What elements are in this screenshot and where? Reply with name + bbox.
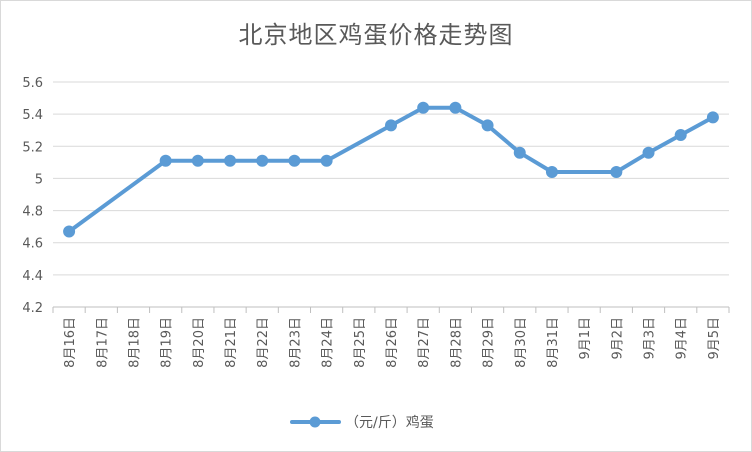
data-point	[545, 166, 558, 178]
y-tick-label: 4.2	[22, 301, 43, 316]
x-tick-label: 8月17日	[95, 317, 110, 368]
data-point	[610, 166, 623, 178]
x-tick-label: 8月21日	[224, 317, 239, 368]
x-tick-label: 9月4日	[675, 317, 690, 360]
data-point	[706, 111, 719, 124]
x-tick-label: 8月19日	[160, 317, 175, 368]
data-point	[224, 154, 237, 167]
y-tick-label: 5.4	[22, 108, 43, 123]
data-point	[63, 225, 76, 238]
data-point	[385, 119, 397, 132]
y-tick-label: 5.2	[22, 140, 43, 155]
legend-marker	[309, 416, 321, 428]
data-point	[417, 101, 430, 114]
y-tick-label: 4.8	[22, 205, 43, 220]
x-tick-label: 8月30日	[514, 317, 529, 368]
x-tick-label: 9月5日	[707, 317, 722, 360]
x-tick-label: 8月25日	[353, 317, 368, 368]
data-point	[159, 154, 172, 167]
data-point	[449, 101, 462, 114]
x-tick-label: 8月28日	[449, 317, 464, 368]
x-tick-label: 8月31日	[546, 317, 561, 368]
x-tick-label: 8月22日	[256, 317, 271, 368]
x-tick-label: 8月20日	[192, 317, 207, 368]
x-tick-label: 8月23日	[288, 317, 303, 368]
x-tick-label: 9月2日	[610, 317, 625, 360]
data-point	[513, 146, 526, 159]
data-point	[191, 154, 204, 167]
data-point	[320, 154, 333, 167]
x-tick-label: 8月18日	[127, 317, 142, 368]
x-tick-label: 9月1日	[578, 317, 593, 360]
y-tick-label: 4.4	[22, 269, 43, 284]
data-point	[288, 154, 301, 167]
x-tick-label: 8月27日	[417, 317, 432, 368]
data-point	[642, 146, 655, 159]
x-tick-label: 8月26日	[385, 317, 400, 368]
data-point	[674, 129, 687, 142]
data-point	[256, 154, 269, 167]
x-tick-label: 8月29日	[482, 317, 497, 368]
chart-title: 北京地区鸡蛋价格走势图	[238, 21, 514, 49]
y-tick-label: 4.6	[22, 237, 43, 252]
x-tick-label: 8月24日	[321, 317, 336, 368]
y-tick-label: 5.6	[22, 76, 43, 91]
x-tick-label: 9月3日	[643, 317, 658, 360]
legend-label: （元/斤）鸡蛋	[345, 414, 434, 431]
x-tick-label: 8月16日	[63, 317, 78, 368]
data-point	[481, 119, 494, 132]
y-tick-label: 5	[35, 172, 43, 187]
